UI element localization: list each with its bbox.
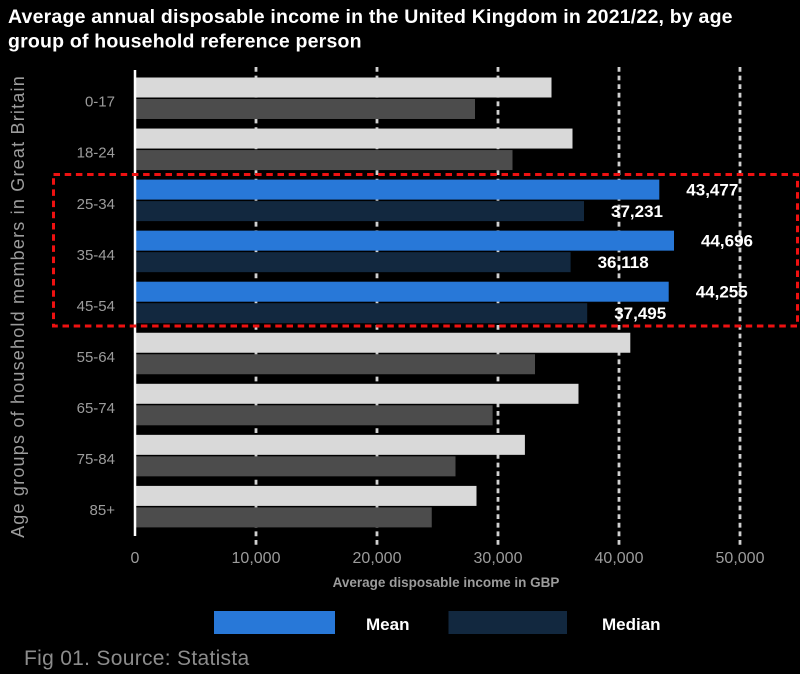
svg-text:45-54: 45-54 xyxy=(77,298,115,315)
svg-text:Median: Median xyxy=(602,615,661,634)
svg-text:group of household reference p: group of household reference person xyxy=(8,31,362,53)
svg-text:40,000: 40,000 xyxy=(595,550,644,567)
svg-text:Mean: Mean xyxy=(366,615,409,634)
svg-text:44,255: 44,255 xyxy=(696,283,748,302)
svg-text:25-34: 25-34 xyxy=(77,196,115,213)
svg-text:37,495: 37,495 xyxy=(614,304,666,323)
svg-text:Average disposable income in G: Average disposable income in GBP xyxy=(333,575,560,590)
svg-text:37,231: 37,231 xyxy=(611,202,663,221)
svg-text:10,000: 10,000 xyxy=(232,550,281,567)
svg-text:20,000: 20,000 xyxy=(353,550,402,567)
svg-text:65-74: 65-74 xyxy=(77,400,115,417)
svg-text:36,118: 36,118 xyxy=(598,253,649,272)
svg-text:Age groups of household member: Age groups of household members in Great… xyxy=(8,75,28,538)
svg-text:30,000: 30,000 xyxy=(474,550,523,567)
svg-text:0-17: 0-17 xyxy=(85,94,115,111)
svg-text:44,696: 44,696 xyxy=(701,231,753,250)
svg-text:18-24: 18-24 xyxy=(77,145,115,162)
svg-text:Average annual disposable inco: Average annual disposable income in the … xyxy=(8,6,733,28)
svg-text:75-84: 75-84 xyxy=(77,451,115,468)
svg-text:35-44: 35-44 xyxy=(77,247,115,264)
svg-text:0: 0 xyxy=(131,550,140,567)
svg-text:55-64: 55-64 xyxy=(77,349,115,366)
svg-text:43,477: 43,477 xyxy=(686,180,738,199)
svg-text:85+: 85+ xyxy=(90,502,116,519)
svg-text:Fig 01. Source: Statista: Fig 01. Source: Statista xyxy=(24,647,249,670)
svg-text:50,000: 50,000 xyxy=(716,550,765,567)
